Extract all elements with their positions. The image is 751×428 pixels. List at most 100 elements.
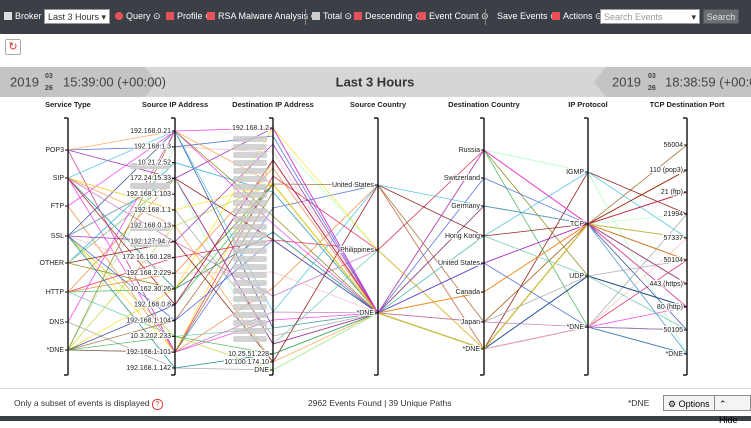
save[interactable]: Save Events ⊙ <box>497 11 558 22</box>
start-month: 03 <box>45 73 53 80</box>
event-path <box>67 130 688 350</box>
blurred-label <box>233 144 267 150</box>
timeline-band <box>0 67 751 97</box>
total[interactable]: Total ⊙ <box>312 11 352 22</box>
broker[interactable]: Broker <box>4 11 42 21</box>
axis-label: SSL <box>51 233 64 240</box>
search-button[interactable]: Search <box>703 9 739 24</box>
blurred-label <box>130 183 170 189</box>
event-path <box>67 235 688 369</box>
time-range-select[interactable]: Last 3 Hours ▾ <box>44 9 110 24</box>
malware-label: RSA Malware Analysis <box>218 11 309 21</box>
blurred-label <box>233 288 267 294</box>
count[interactable]: Event Count ⊙ <box>418 11 489 22</box>
blurred-label <box>233 216 267 222</box>
axis-label: 192.127.94.7 <box>130 238 171 245</box>
malware[interactable]: RSA Malware Analysis ⊙ <box>207 11 318 22</box>
axis-label: *DNE <box>566 324 584 331</box>
actions-label: Actions <box>563 11 593 21</box>
options-label: Options <box>678 399 710 409</box>
event-path <box>67 177 688 353</box>
blurred-label <box>233 280 267 286</box>
axis-label: OTHER <box>40 260 65 267</box>
end-month: 03 <box>648 73 656 80</box>
axis-label: Germany <box>451 203 480 210</box>
options-button[interactable]: ⚙ Options <box>663 395 715 411</box>
hide-button[interactable]: ⌃ Hide <box>714 395 751 425</box>
axis-title: IP Protocol <box>568 100 607 109</box>
event-path <box>67 177 688 337</box>
axis-label: 21 (ftp) <box>661 189 683 196</box>
event-path <box>67 177 688 350</box>
total-label: Total <box>323 11 343 21</box>
profile[interactable]: Profile ⊙ <box>166 11 213 22</box>
toolbar: Broker Last 3 Hours ▾ Query ⊙ Profile ⊙ … <box>0 0 751 34</box>
blurred-label <box>233 176 267 182</box>
count-label: Event Count <box>429 11 479 21</box>
event-path <box>67 235 688 337</box>
axis-label: SIP <box>53 175 65 182</box>
axis-label: 192.168.1.2 <box>232 125 269 132</box>
event-path <box>67 169 688 350</box>
blurred-label <box>233 240 267 246</box>
event-path <box>67 130 688 350</box>
event-path <box>67 205 688 371</box>
event-path <box>67 177 688 350</box>
axis-label: 443 (https) <box>650 281 683 288</box>
order[interactable]: Descending ⊙ <box>354 11 423 22</box>
event-path <box>67 162 688 314</box>
event-path <box>67 143 688 314</box>
axis-label: 192.168.1.103 <box>126 191 171 198</box>
event-path <box>67 235 688 355</box>
refresh-button[interactable]: ↻ <box>5 39 21 55</box>
axis-label: 80 (http) <box>657 304 683 311</box>
dne-note: *DNE <box>628 398 650 408</box>
event-path <box>67 149 688 355</box>
event-path <box>67 177 688 350</box>
axis-label: 110 (pop3) <box>650 167 683 174</box>
search-input[interactable]: Search Events ▾ <box>600 9 700 24</box>
subset-note: Only a subset of events is displayed ? <box>14 398 163 410</box>
blurred-label <box>233 328 267 334</box>
query-label: Query <box>126 11 151 21</box>
blurred-label <box>233 304 267 310</box>
blurred-label <box>233 272 267 278</box>
axis-label: 10.100.174.10 <box>224 359 269 366</box>
event-path <box>67 184 688 353</box>
event-path <box>67 177 688 371</box>
axis-label: 192.168.0.8 <box>134 302 171 309</box>
axis-label: *DNE <box>356 310 374 317</box>
event-path <box>67 171 688 350</box>
order-label: Descending <box>365 11 413 21</box>
axis-label: 21994 <box>664 211 684 218</box>
axis-label: *DNE <box>665 351 683 358</box>
blurred-label <box>130 225 170 231</box>
axis-label: 56004 <box>664 142 684 149</box>
hide-label: Hide <box>719 415 738 425</box>
query[interactable]: Query ⊙ <box>115 11 161 22</box>
blurred-label <box>233 312 267 318</box>
blurred-label <box>233 320 267 326</box>
axis-label: 10.162.30.26 <box>130 286 171 293</box>
actions[interactable]: Actions ⊙ <box>552 11 603 22</box>
axis-title: TCP Destination Port <box>650 100 725 109</box>
axis-label: TCP <box>570 221 584 228</box>
separator <box>485 9 486 25</box>
event-path <box>67 177 688 363</box>
blurred-label <box>130 163 170 169</box>
blurred-label <box>233 224 267 230</box>
axis-label: 172.16.160.128 <box>122 254 171 261</box>
axis-label: *DNE <box>46 347 64 354</box>
blurred-label <box>130 241 170 247</box>
event-path <box>67 183 688 351</box>
event-path <box>67 213 688 371</box>
profile-label: Profile <box>177 11 203 21</box>
end-day: 26 <box>648 85 656 92</box>
blurred-label <box>233 232 267 238</box>
axis-label: Hong Kong <box>445 233 480 240</box>
event-path <box>67 235 688 350</box>
blurred-label <box>233 136 267 142</box>
event-path <box>67 183 688 351</box>
axis-label: 10.3.202.233 <box>130 333 171 340</box>
event-path <box>67 149 688 353</box>
